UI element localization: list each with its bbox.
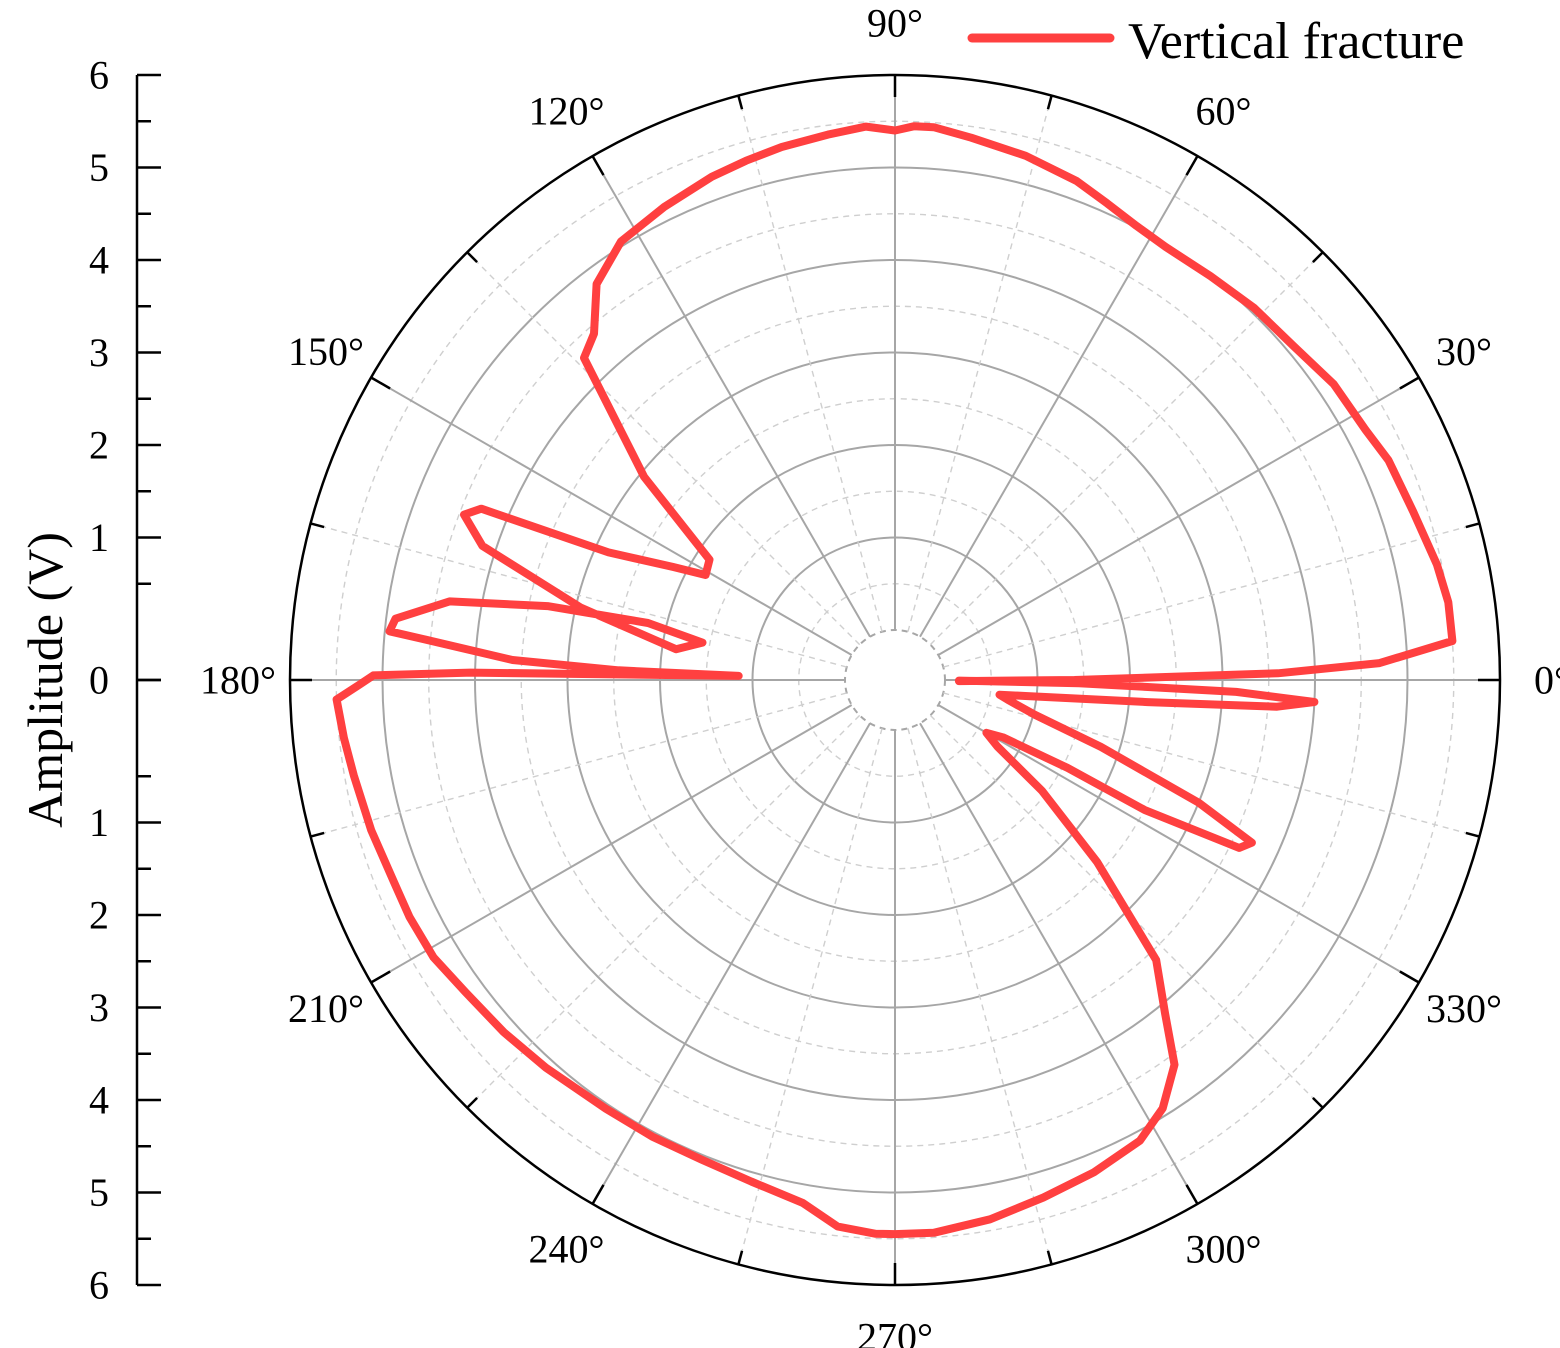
angle-label-60: 60° [1196,89,1252,134]
angle-label-210: 210° [288,986,364,1031]
data-series [332,122,1457,1239]
angle-tick-major [591,1184,605,1205]
series-line-vertical-fracture [332,122,1457,1239]
legend: Vertical fracture [967,13,1464,70]
radial-tick-label: 2 [89,423,109,468]
spoke-minor [310,692,847,838]
angle-tick-minor [466,251,478,263]
angle-label-300: 300° [1186,1226,1262,1271]
radial-tick-label: 5 [89,145,109,190]
angle-label-90: 90° [867,1,923,46]
spoke-minor [907,95,1053,632]
angle-label-270: 270° [857,1315,933,1348]
radial-tick-label: 5 [89,1170,109,1215]
angle-tick-minor [310,522,325,529]
radial-tick-label: 6 [89,53,109,98]
angle-tick-minor [466,1097,478,1109]
angle-tick-major [370,376,391,390]
spoke-minor [943,522,1480,668]
spoke-minor [737,95,883,632]
spoke-minor [737,728,883,1265]
radial-tick-label: 1 [89,800,109,845]
radial-tick-label: 6 [89,1263,109,1308]
radial-tick-label: 0 [89,658,109,703]
angle-tick-major [370,970,391,984]
spoke-minor [310,522,847,668]
angle-label-330: 330° [1426,986,1502,1031]
angle-tick-minor [737,1250,744,1265]
angle-tick-minor [1465,522,1480,529]
grid-circle-inner [844,629,946,731]
outer-circle-and-ticks [288,73,1502,1287]
spoke-major [370,704,853,984]
radial-tick-label: 3 [89,985,109,1030]
angle-tick-minor [1312,251,1324,263]
radial-tick-label: 4 [89,1078,109,1123]
radial-tick-label: 3 [89,330,109,375]
spoke-major [919,155,1199,638]
angle-label-180: 180° [200,658,276,703]
angle-tick-major [1399,970,1420,984]
angle-tick-major [591,155,605,176]
radial-tick-label: 1 [89,515,109,560]
angle-tick-minor [1312,1097,1324,1109]
spoke-minor [907,728,1053,1265]
angle-tick-labels: 0° 30° 60° 90° 120° 150° 180° 210° 240° 270° 300° 3… [200,1,1560,1348]
angle-label-150: 150° [288,329,364,374]
spoke-major [937,376,1420,656]
y-axis-label: Amplitude (V) [17,532,73,828]
angle-label-120: 120° [529,89,605,134]
angle-label-0: 0° [1534,658,1560,703]
legend-label-vertical-fracture: Vertical fracture [1128,13,1464,70]
angle-tick-major [1185,155,1199,176]
angle-tick-minor [310,831,325,838]
angle-tick-major [1399,376,1420,390]
angle-tick-major [1185,1184,1199,1205]
angular-spokes [290,75,1500,1285]
angle-label-30: 30° [1436,329,1492,374]
spoke-minor [929,251,1324,646]
radial-axis: 0 1 2 3 4 5 6 1 2 3 4 5 6 [89,53,161,1308]
spoke-minor [466,251,861,646]
radial-tick-label: 4 [89,238,109,283]
spoke-major [591,155,871,638]
angle-tick-minor [737,95,744,110]
spoke-major [937,704,1420,984]
angle-tick-minor [1046,95,1053,110]
spoke-major [591,722,871,1205]
angle-tick-minor [1046,1250,1053,1265]
radial-tick-label: 2 [89,893,109,938]
angle-label-240: 240° [529,1226,605,1271]
spoke-minor [466,714,861,1109]
spoke-major [370,376,853,656]
angle-tick-minor [1465,831,1480,838]
